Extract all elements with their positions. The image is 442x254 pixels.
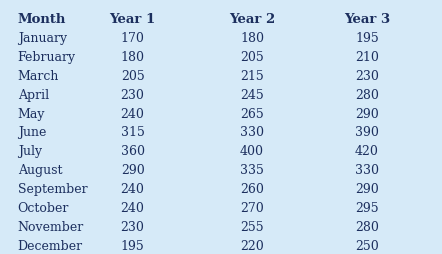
Text: 290: 290 — [121, 164, 145, 177]
Text: July: July — [18, 145, 42, 158]
Text: 205: 205 — [240, 51, 264, 64]
Text: 290: 290 — [355, 182, 379, 195]
Text: Year 2: Year 2 — [229, 13, 275, 26]
Text: 315: 315 — [121, 126, 145, 139]
Text: 220: 220 — [240, 239, 264, 252]
Text: March: March — [18, 70, 59, 83]
Text: 205: 205 — [121, 70, 145, 83]
Text: 280: 280 — [355, 88, 379, 101]
Text: 230: 230 — [121, 88, 145, 101]
Text: August: August — [18, 164, 62, 177]
Text: 295: 295 — [355, 201, 379, 214]
Text: 240: 240 — [121, 107, 145, 120]
Text: 180: 180 — [121, 51, 145, 64]
Text: Year 1: Year 1 — [110, 13, 156, 26]
Text: Month: Month — [18, 13, 66, 26]
Text: 210: 210 — [355, 51, 379, 64]
Text: 240: 240 — [121, 201, 145, 214]
Text: 260: 260 — [240, 182, 264, 195]
Text: September: September — [18, 182, 88, 195]
Text: October: October — [18, 201, 69, 214]
Text: 170: 170 — [121, 32, 145, 45]
Text: 400: 400 — [240, 145, 264, 158]
Text: May: May — [18, 107, 45, 120]
Text: 270: 270 — [240, 201, 264, 214]
Text: 230: 230 — [121, 220, 145, 233]
Text: February: February — [18, 51, 76, 64]
Text: 230: 230 — [355, 70, 379, 83]
Text: 280: 280 — [355, 220, 379, 233]
Text: 180: 180 — [240, 32, 264, 45]
Text: 360: 360 — [121, 145, 145, 158]
Text: 195: 195 — [355, 32, 379, 45]
Text: April: April — [18, 88, 49, 101]
Text: 390: 390 — [355, 126, 379, 139]
Text: 250: 250 — [355, 239, 379, 252]
Text: November: November — [18, 220, 84, 233]
Text: 245: 245 — [240, 88, 264, 101]
Text: 195: 195 — [121, 239, 145, 252]
Text: 290: 290 — [355, 107, 379, 120]
Text: 330: 330 — [355, 164, 379, 177]
Text: 265: 265 — [240, 107, 264, 120]
Text: 335: 335 — [240, 164, 264, 177]
Text: January: January — [18, 32, 67, 45]
Text: June: June — [18, 126, 46, 139]
Text: December: December — [18, 239, 83, 252]
Text: Year 3: Year 3 — [344, 13, 390, 26]
Text: 330: 330 — [240, 126, 264, 139]
Text: 215: 215 — [240, 70, 264, 83]
Text: 240: 240 — [121, 182, 145, 195]
Text: 420: 420 — [355, 145, 379, 158]
Text: 255: 255 — [240, 220, 264, 233]
